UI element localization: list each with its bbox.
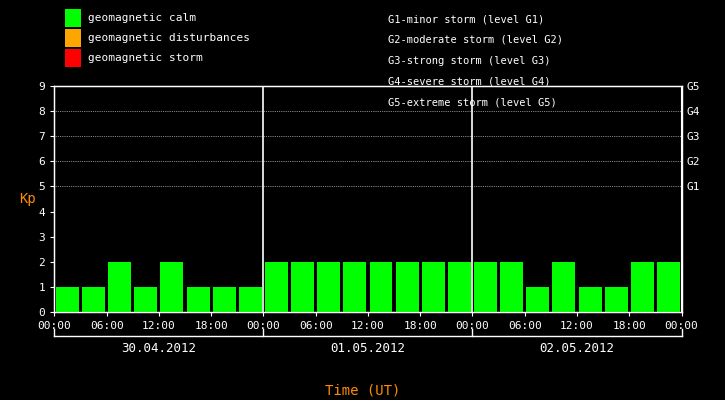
Bar bbox=[56, 287, 79, 312]
Bar bbox=[526, 287, 550, 312]
Text: 02.05.2012: 02.05.2012 bbox=[539, 342, 615, 355]
Bar bbox=[265, 262, 288, 312]
Bar bbox=[318, 262, 340, 312]
Bar bbox=[82, 287, 105, 312]
Bar bbox=[500, 262, 523, 312]
Text: geomagnetic calm: geomagnetic calm bbox=[88, 13, 196, 23]
Text: G1-minor storm (level G1): G1-minor storm (level G1) bbox=[388, 14, 544, 24]
Bar bbox=[160, 262, 183, 312]
Bar bbox=[552, 262, 576, 312]
Bar bbox=[344, 262, 366, 312]
Text: G3-strong storm (level G3): G3-strong storm (level G3) bbox=[388, 56, 550, 66]
Bar bbox=[239, 287, 262, 312]
Bar bbox=[212, 287, 236, 312]
Bar bbox=[448, 262, 471, 312]
Bar bbox=[657, 262, 680, 312]
Bar bbox=[370, 262, 392, 312]
Text: 30.04.2012: 30.04.2012 bbox=[121, 342, 196, 355]
Bar bbox=[291, 262, 314, 312]
Text: G5-extreme storm (level G5): G5-extreme storm (level G5) bbox=[388, 97, 557, 107]
Bar bbox=[422, 262, 444, 312]
Text: Time (UT): Time (UT) bbox=[325, 384, 400, 398]
Text: G2-moderate storm (level G2): G2-moderate storm (level G2) bbox=[388, 35, 563, 45]
Bar bbox=[579, 287, 602, 312]
Bar bbox=[108, 262, 131, 312]
Bar bbox=[605, 287, 628, 312]
Bar bbox=[631, 262, 654, 312]
Bar bbox=[396, 262, 418, 312]
Bar bbox=[186, 287, 210, 312]
Text: geomagnetic disturbances: geomagnetic disturbances bbox=[88, 33, 250, 43]
Text: G4-severe storm (level G4): G4-severe storm (level G4) bbox=[388, 76, 550, 86]
Text: 01.05.2012: 01.05.2012 bbox=[331, 342, 405, 355]
Y-axis label: Kp: Kp bbox=[19, 192, 36, 206]
Bar bbox=[474, 262, 497, 312]
Bar bbox=[134, 287, 157, 312]
Text: geomagnetic storm: geomagnetic storm bbox=[88, 53, 203, 63]
